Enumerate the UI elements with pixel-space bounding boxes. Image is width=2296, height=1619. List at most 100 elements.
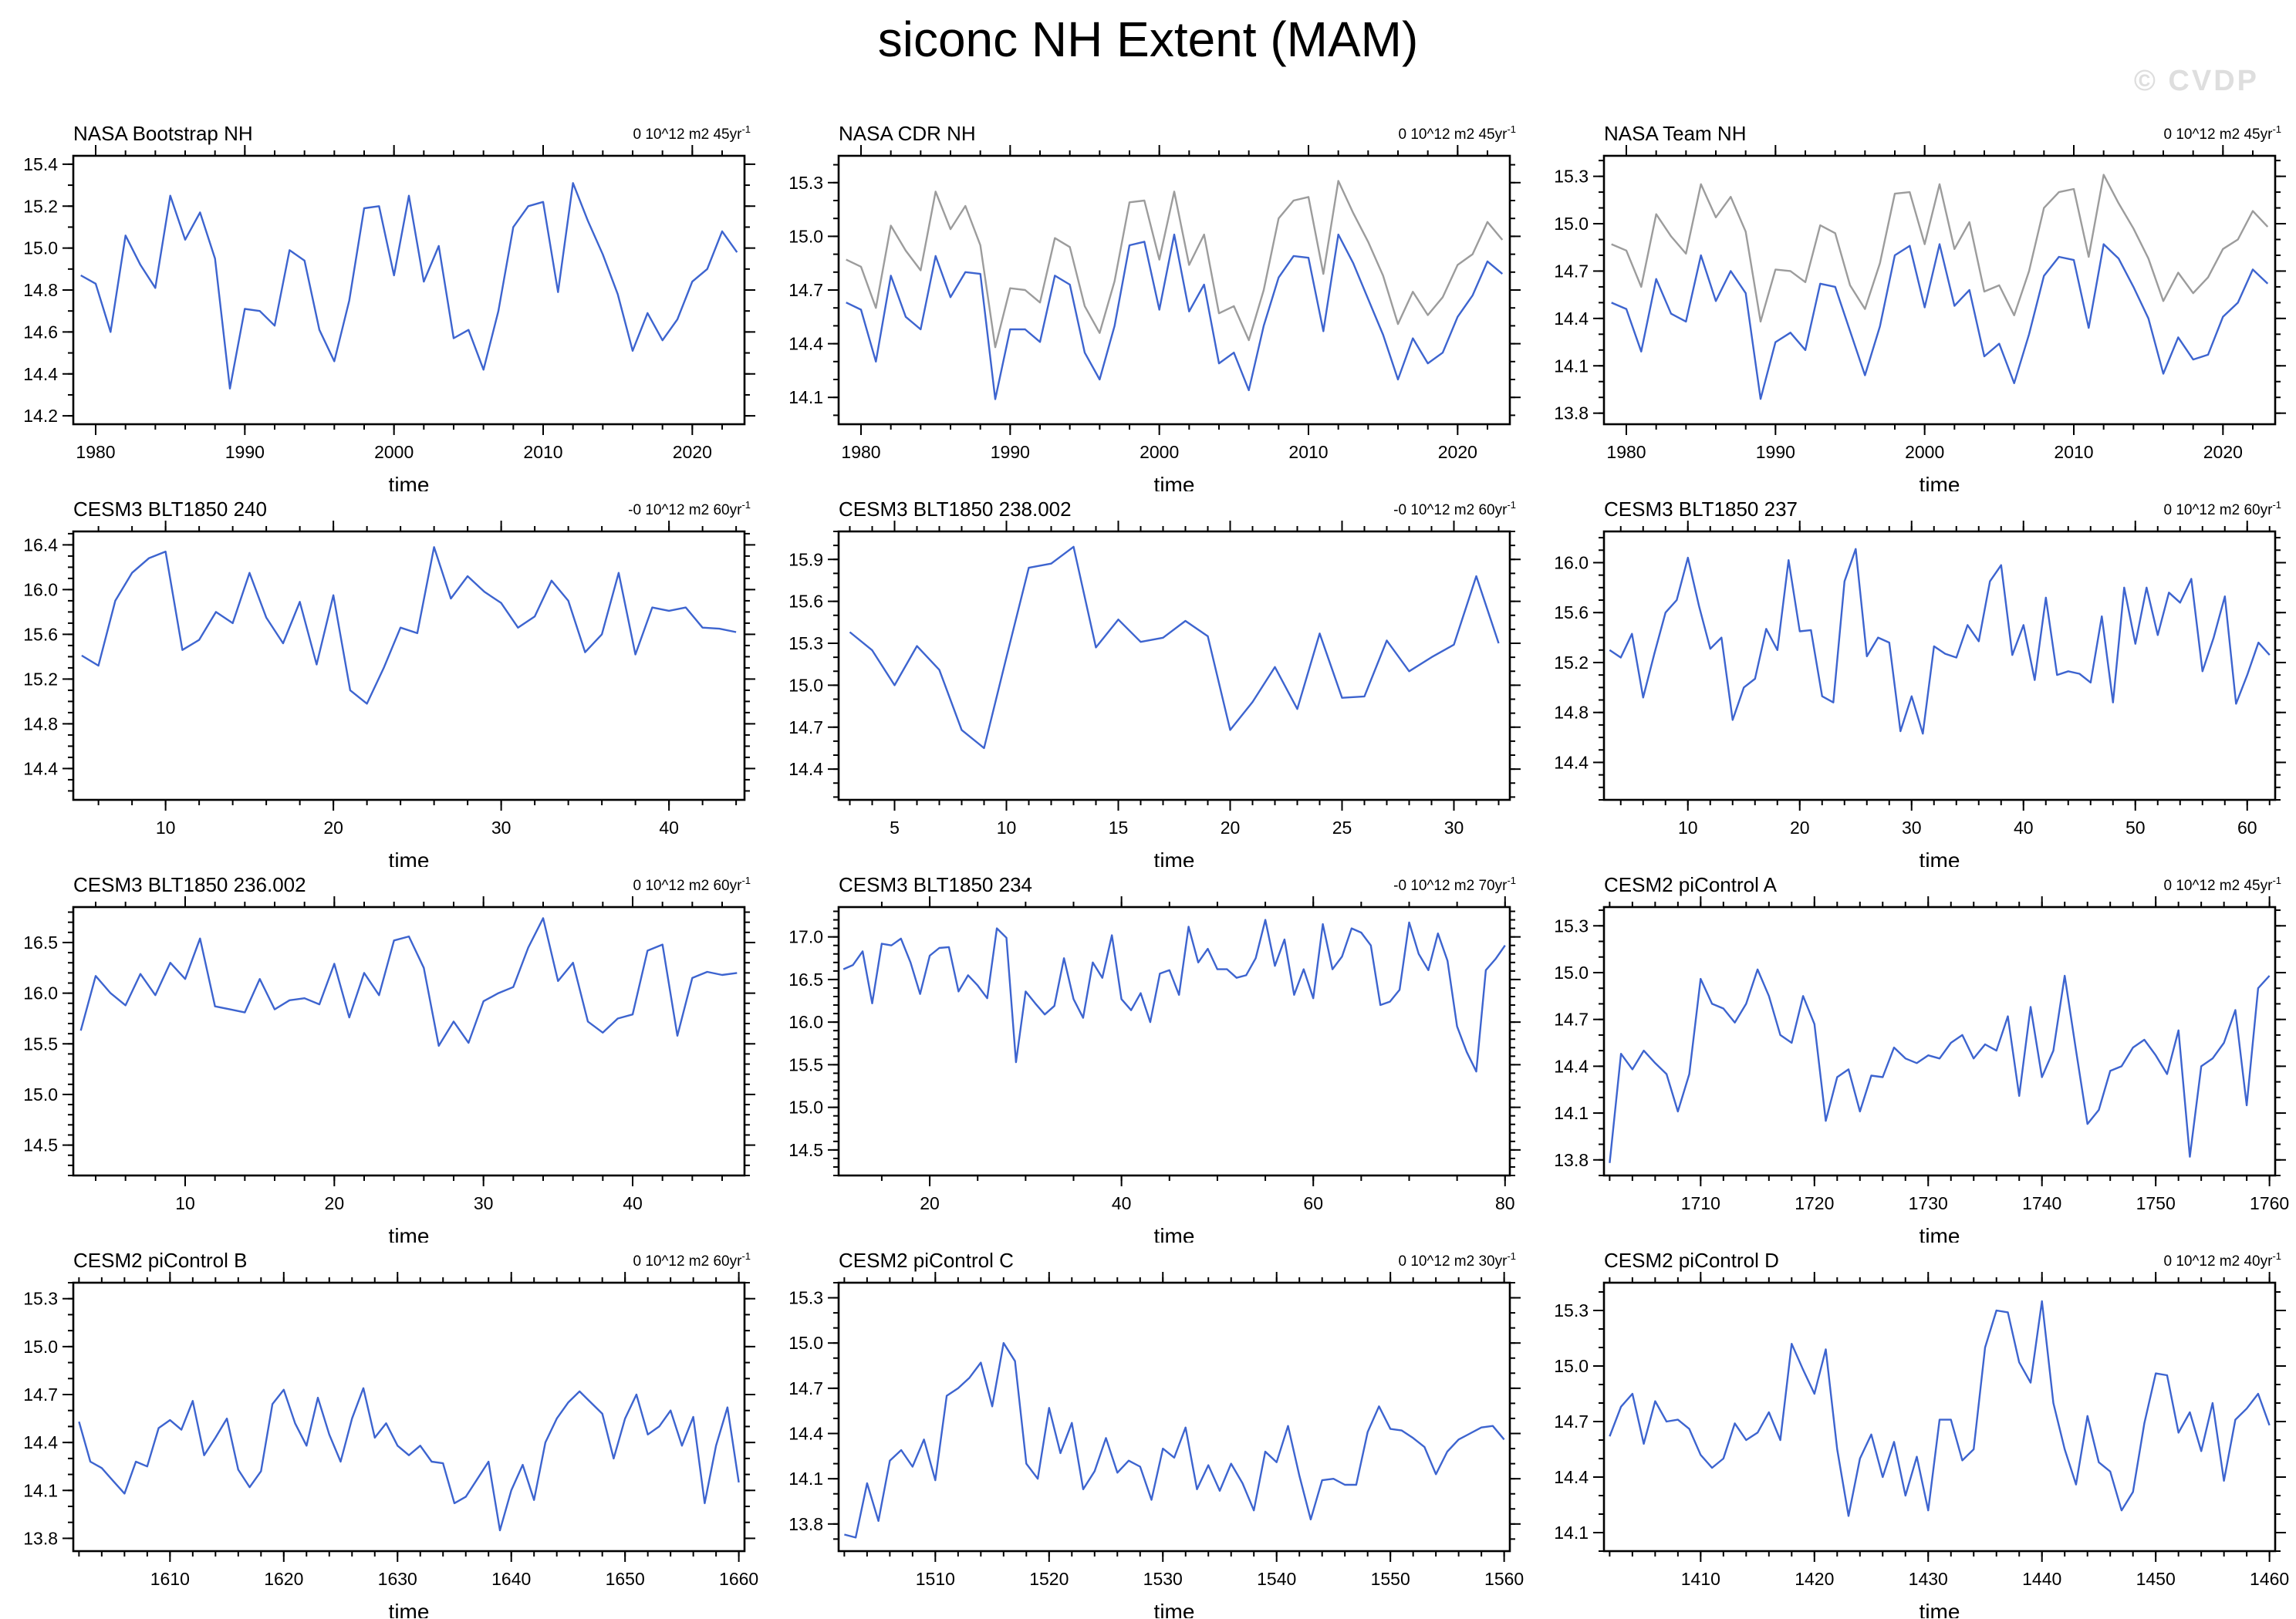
axes: 1510 1520 1530 1540 1550 1560 13.8 14.1 14.4 14.7… xyxy=(788,1272,1524,1589)
series-line xyxy=(78,1387,740,1532)
y-tick-label: 14.4 xyxy=(788,1424,823,1444)
x-tick-label: 2020 xyxy=(1438,442,1477,462)
x-axis-label: time xyxy=(1920,1224,1960,1243)
x-tick-label: 80 xyxy=(1495,1193,1515,1213)
y-tick-label: 16.0 xyxy=(1554,552,1589,572)
y-tick-label: 14.1 xyxy=(788,387,823,407)
trend-annotation: 0 10^12 m2 45yr-1 xyxy=(1398,123,1516,143)
x-tick-label: 20 xyxy=(1790,818,1810,838)
x-tick-label: 60 xyxy=(2237,818,2257,838)
x-tick-label: 2020 xyxy=(673,442,712,462)
x-tick-label: 2000 xyxy=(1140,442,1179,462)
series-line xyxy=(1609,968,2271,1163)
y-tick-label: 15.0 xyxy=(1554,214,1589,234)
x-tick-label: 2020 xyxy=(2203,442,2243,462)
panel-title: CESM3 BLT1850 237 xyxy=(1604,498,1798,521)
y-tick-label: 15.3 xyxy=(1554,916,1589,936)
y-tick-label: 15.0 xyxy=(23,1084,58,1105)
axes: 1610 1620 1630 1640 1650 1660 13.8 14.1 14.4 14.7… xyxy=(23,1272,758,1589)
y-tick-label: 15.3 xyxy=(788,633,823,653)
x-tick-label: 30 xyxy=(491,818,512,838)
series-line xyxy=(842,919,1506,1073)
y-tick-label: 16.0 xyxy=(788,1012,823,1032)
x-tick-label: 10 xyxy=(156,818,176,838)
y-tick-label: 14.5 xyxy=(788,1140,823,1160)
plot-frame xyxy=(1602,1281,2277,1553)
x-tick-label: 1520 xyxy=(1029,1569,1069,1589)
panel-cesm2-picontrol-c: 1510 1520 1530 1540 1550 1560 13.8 14.1 14.4 14.7… xyxy=(765,1243,1531,1618)
panel-cesm3-blt1850-240: 10 20 30 40 14.4 14.8 15.2 15.6 16.0 16.4 CESM3 BL… xyxy=(0,491,765,867)
series-line xyxy=(1611,243,2269,400)
y-tick-label: 14.7 xyxy=(788,717,823,737)
axes: 1980 1990 2000 2010 2020 13.8 14.1 14.4 14.7 15.0… xyxy=(1554,145,2286,462)
x-tick-label: 1710 xyxy=(1681,1193,1720,1213)
y-tick-label: 16.0 xyxy=(23,983,58,1003)
y-tick-label: 15.5 xyxy=(788,1054,823,1074)
x-tick-label: 1420 xyxy=(1795,1569,1834,1589)
panel-plot: 1510 1520 1530 1540 1550 1560 13.8 14.1 14.4 14.7… xyxy=(788,1249,1524,1618)
x-tick-label: 5 xyxy=(890,818,900,838)
x-axis-label: time xyxy=(389,1224,430,1243)
y-tick-label: 14.4 xyxy=(1554,1056,1589,1076)
x-tick-label: 20 xyxy=(1221,818,1241,838)
axes: 1410 1420 1430 1440 1450 1460 14.1 14.4 14.7 15.0… xyxy=(1554,1272,2289,1589)
trend-annotation: 0 10^12 m2 60yr-1 xyxy=(633,1250,751,1270)
x-axis-label: time xyxy=(1154,1600,1195,1618)
plot-frame xyxy=(837,906,1511,1177)
x-axis-label: time xyxy=(1154,1224,1195,1243)
y-tick-label: 15.0 xyxy=(788,1333,823,1353)
panel-plot: 1980 1990 2000 2010 2020 14.1 14.4 14.7 15.0 15.3… xyxy=(788,122,1521,491)
trend-annotation: 0 10^12 m2 45yr-1 xyxy=(2163,123,2281,143)
y-tick-label: 14.8 xyxy=(23,280,58,300)
x-tick-label: 1730 xyxy=(1909,1193,1948,1213)
reference-line xyxy=(846,180,1504,349)
y-tick-label: 14.4 xyxy=(1554,752,1589,772)
panel-plot: 20 40 60 80 14.5 15.0 15.5 16.0 16.5 17.0 CESM3 BL… xyxy=(788,873,1521,1243)
panel-plot: 10 20 30 40 50 60 14.4 14.8 15.2 15.6 16.0 CESM3 BL… xyxy=(1554,498,2286,867)
plot-frame xyxy=(837,154,1511,426)
x-tick-label: 1650 xyxy=(606,1569,645,1589)
x-tick-label: 1760 xyxy=(2250,1193,2289,1213)
x-tick-label: 1510 xyxy=(916,1569,955,1589)
y-tick-label: 15.0 xyxy=(23,1337,58,1357)
cvdp-watermark: © CVDP xyxy=(2133,65,2259,97)
panel-title: CESM3 BLT1850 236.002 xyxy=(73,873,306,896)
plot-frame xyxy=(1602,906,2277,1177)
y-tick-label: 14.1 xyxy=(23,1480,58,1500)
x-tick-label: 30 xyxy=(474,1193,494,1213)
panel-cesm2-picontrol-a: 1710 1720 1730 1740 1750 1760 13.8 14.1 14.4 14.7… xyxy=(1531,867,2296,1243)
y-tick-label: 15.0 xyxy=(788,1098,823,1118)
axes: 1710 1720 1730 1740 1750 1760 13.8 14.1 14.4 14.7… xyxy=(1554,896,2289,1213)
panel-plot: 10 20 30 40 14.4 14.8 15.2 15.6 16.0 16.4 CESM3 BL… xyxy=(23,498,755,867)
y-tick-label: 15.0 xyxy=(788,226,823,246)
trend-annotation: 0 10^12 m2 30yr-1 xyxy=(1398,1250,1516,1270)
y-tick-label: 14.4 xyxy=(1554,1467,1589,1487)
y-tick-label: 14.2 xyxy=(23,406,58,426)
reference-line xyxy=(1611,174,2269,323)
y-tick-label: 14.7 xyxy=(1554,1412,1589,1432)
x-tick-label: 1630 xyxy=(378,1569,417,1589)
y-tick-label: 13.8 xyxy=(1554,403,1589,423)
y-tick-label: 13.8 xyxy=(23,1528,58,1548)
x-tick-label: 1990 xyxy=(1756,442,1795,462)
y-tick-label: 14.4 xyxy=(788,334,823,354)
series-line xyxy=(81,546,737,705)
y-tick-label: 15.2 xyxy=(23,196,58,216)
panels-grid: 1980 1990 2000 2010 2020 14.2 14.4 14.6 14.8 15.0… xyxy=(0,116,2296,1618)
x-tick-label: 1990 xyxy=(225,442,265,462)
x-tick-label: 1980 xyxy=(841,442,880,462)
trend-annotation: 0 10^12 m2 45yr-1 xyxy=(2163,875,2281,894)
x-tick-label: 20 xyxy=(920,1193,940,1213)
x-tick-label: 1750 xyxy=(2136,1193,2176,1213)
x-axis-label: time xyxy=(389,473,430,491)
x-tick-label: 10 xyxy=(1678,818,1698,838)
panel-plot: 1980 1990 2000 2010 2020 14.2 14.4 14.6 14.8 15.0… xyxy=(23,122,755,491)
x-tick-label: 1410 xyxy=(1681,1569,1720,1589)
x-tick-label: 2010 xyxy=(523,442,562,462)
x-tick-label: 40 xyxy=(2014,818,2034,838)
series-line xyxy=(80,182,738,390)
axes: 1980 1990 2000 2010 2020 14.2 14.4 14.6 14.8 15.0… xyxy=(23,145,755,462)
x-tick-label: 10 xyxy=(175,1193,195,1213)
y-tick-label: 14.8 xyxy=(1554,703,1589,723)
